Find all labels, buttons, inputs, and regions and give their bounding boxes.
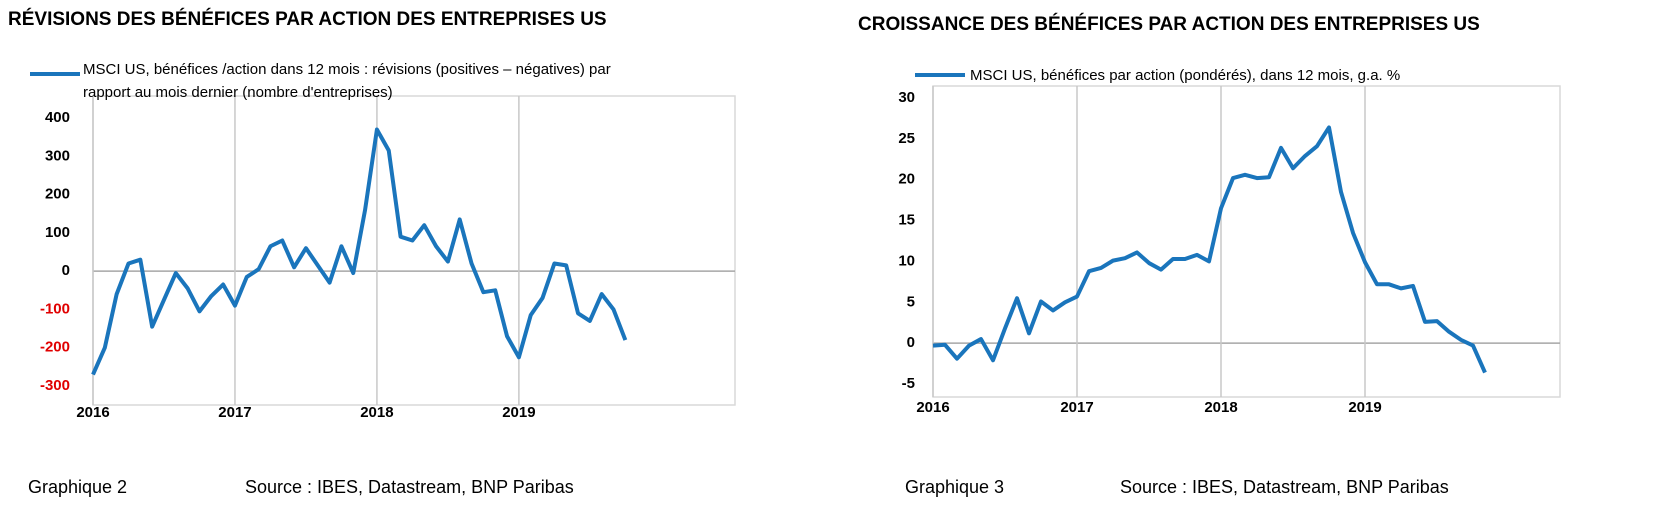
y-tick-label: -100 (40, 300, 70, 317)
x-tick-label: 2018 (360, 404, 393, 421)
x-tick-label: 2018 (1204, 399, 1237, 416)
y-tick-label: -5 (902, 375, 915, 392)
plot-area (932, 85, 1561, 398)
x-tick-label: 2019 (1348, 399, 1381, 416)
caption: Graphique 2 (28, 477, 127, 497)
chart-title: CROISSANCE DES BÉNÉFICES PAR ACTION DES … (858, 13, 1480, 35)
x-tick-label: 2017 (1060, 399, 1093, 416)
legend-label: MSCI US, bénéfices par action (pondérés)… (970, 67, 1401, 84)
y-tick-label: 200 (45, 186, 70, 203)
x-tick-label: 2019 (502, 404, 535, 421)
y-tick-label: 10 (898, 252, 915, 269)
caption: Graphique 3 (905, 477, 1004, 497)
y-tick-label: 400 (45, 109, 70, 126)
y-tick-label: 30 (898, 89, 915, 106)
series-line (932, 125, 1487, 374)
y-tick-label: 20 (898, 171, 915, 188)
x-tick-label: 2017 (218, 404, 251, 421)
x-tick-label: 2016 (76, 404, 109, 421)
y-tick-label: 25 (898, 130, 915, 147)
series-line (91, 127, 628, 376)
y-tick-label: 15 (898, 212, 915, 229)
source: Source : IBES, Datastream, BNP Paribas (245, 477, 574, 497)
y-tick-label: -200 (40, 339, 70, 356)
y-tick-label: 300 (45, 147, 70, 164)
y-tick-label: 0 (62, 262, 70, 279)
plot-area (92, 95, 736, 406)
y-tick-label: 0 (907, 334, 915, 351)
chart-title: RÉVISIONS DES BÉNÉFICES PAR ACTION DES E… (8, 8, 607, 30)
legend-label: MSCI US, bénéfices /action dans 12 mois … (83, 61, 611, 101)
y-tick-label: -300 (40, 377, 70, 394)
y-tick-label: 5 (907, 293, 915, 310)
y-tick-label: 100 (45, 224, 70, 241)
x-tick-label: 2016 (916, 399, 949, 416)
source: Source : IBES, Datastream, BNP Paribas (1120, 477, 1449, 497)
